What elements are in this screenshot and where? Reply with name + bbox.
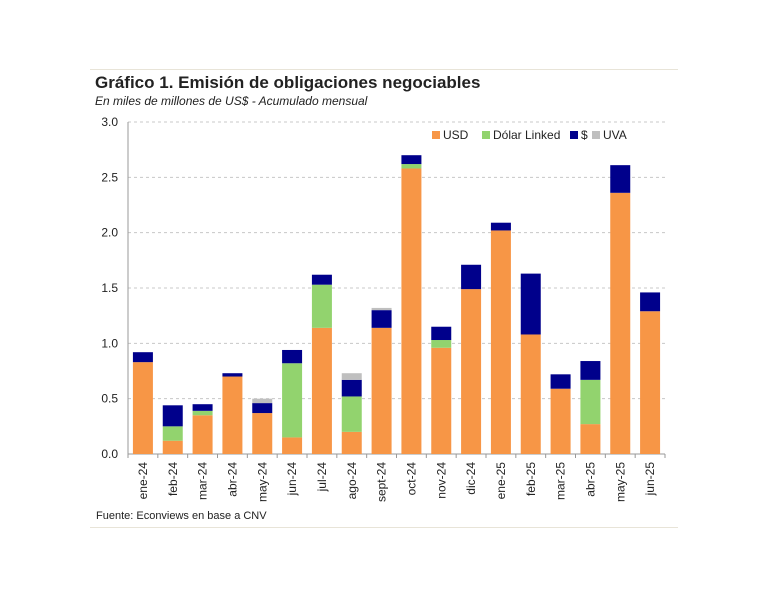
bar-segment-- — [640, 292, 661, 312]
bar-segment-- — [520, 273, 541, 335]
x-tick-label: may-24 — [255, 462, 269, 502]
y-tick-label: 2.5 — [101, 170, 118, 184]
legend-label: Dólar Linked — [493, 128, 560, 142]
legend-swatch — [482, 131, 490, 139]
bar-segment-d-lar-linked — [341, 396, 362, 432]
chart-source: Fuente: Econviews en base a CNV — [96, 510, 267, 522]
bar-segment-usd — [282, 437, 303, 454]
bar-segment-usd — [640, 311, 661, 454]
bar-segment-d-lar-linked — [580, 379, 601, 425]
bar-segment-uva — [371, 307, 392, 311]
x-tick-label: feb-24 — [166, 462, 180, 496]
bar-segment-usd — [311, 327, 332, 454]
bar-segment-usd — [132, 362, 153, 454]
bar-segment-- — [252, 403, 273, 414]
x-tick-label: jun-24 — [285, 462, 299, 497]
bar-segment-usd — [550, 388, 571, 454]
bar-segment-- — [490, 222, 511, 231]
legend-label: $ — [581, 128, 588, 142]
x-tick-label: abr-24 — [225, 462, 239, 497]
bar-segment-- — [311, 274, 332, 285]
x-tick-label: nov-24 — [434, 462, 448, 499]
bar-segment-- — [431, 326, 452, 341]
x-tick-label: jul-24 — [315, 462, 329, 493]
legend-swatch — [432, 131, 440, 139]
x-tick-label: ene-24 — [136, 462, 150, 500]
bar-segment-- — [162, 405, 183, 427]
chart-subtitle: En miles de millones de US$ - Acumulado … — [95, 94, 368, 108]
x-tick-label: mar-24 — [196, 462, 210, 500]
bar-segment-- — [222, 373, 243, 377]
bar-segment-- — [580, 361, 601, 380]
bar-segment-d-lar-linked — [192, 410, 213, 416]
bar-segment-- — [401, 155, 422, 165]
bottom-rule — [90, 527, 678, 528]
y-tick-label: 0.0 — [101, 447, 118, 461]
bar-segment-d-lar-linked — [282, 363, 303, 438]
x-tick-label: dic-24 — [464, 462, 478, 495]
bar-segment-d-lar-linked — [431, 340, 452, 348]
bar-segment-usd — [341, 431, 362, 454]
bar-segment-- — [550, 374, 571, 389]
bar-segment-uva — [341, 373, 362, 380]
legend-label: UVA — [603, 128, 627, 142]
legend-swatch — [570, 131, 578, 139]
y-tick-label: 2.0 — [101, 226, 118, 240]
bar-segment-usd — [610, 192, 631, 454]
bar-segment-usd — [162, 440, 183, 454]
x-tick-label: sept-24 — [375, 462, 389, 502]
y-tick-label: 0.5 — [101, 392, 118, 406]
bar-segment-- — [610, 165, 631, 193]
bar-segment-usd — [192, 415, 213, 454]
y-tick-label: 1.0 — [101, 336, 118, 350]
top-rule — [90, 69, 678, 70]
bar-segment-usd — [401, 168, 422, 455]
bar-segment-usd — [222, 376, 243, 454]
bar-segment-d-lar-linked — [162, 426, 183, 441]
bar-segment-- — [341, 379, 362, 397]
chart-title: Gráfico 1. Emisión de obligaciones negoc… — [95, 73, 481, 92]
bar-segment-usd — [490, 230, 511, 454]
legend-label: USD — [443, 128, 469, 142]
x-tick-label: feb-25 — [524, 462, 538, 496]
x-tick-label: abr-25 — [583, 462, 597, 497]
x-tick-label: jun-25 — [643, 462, 657, 497]
bar-segment-- — [132, 352, 153, 363]
bar-segment-- — [282, 349, 303, 364]
bar-segment-usd — [461, 289, 482, 454]
x-tick-label: mar-25 — [554, 462, 568, 500]
bar-segment-usd — [371, 327, 392, 454]
bar-segment-- — [371, 310, 392, 328]
bar-segment-- — [461, 264, 482, 290]
bar-segment-usd — [431, 347, 452, 454]
bar-segment-- — [192, 404, 213, 411]
bar-segment-usd — [252, 413, 273, 454]
legend-swatch — [592, 131, 600, 139]
bar-segment-usd — [580, 424, 601, 454]
bar-segment-uva — [252, 398, 273, 404]
bar-segment-d-lar-linked — [401, 164, 422, 169]
x-tick-label: may-25 — [613, 462, 627, 502]
y-tick-label: 3.0 — [101, 115, 118, 129]
y-tick-label: 1.5 — [101, 281, 118, 295]
x-tick-label: ene-25 — [494, 462, 508, 500]
bar-segment-d-lar-linked — [311, 284, 332, 328]
x-tick-label: oct-24 — [404, 462, 418, 496]
x-tick-label: ago-24 — [345, 462, 359, 500]
bar-segment-usd — [520, 334, 541, 454]
